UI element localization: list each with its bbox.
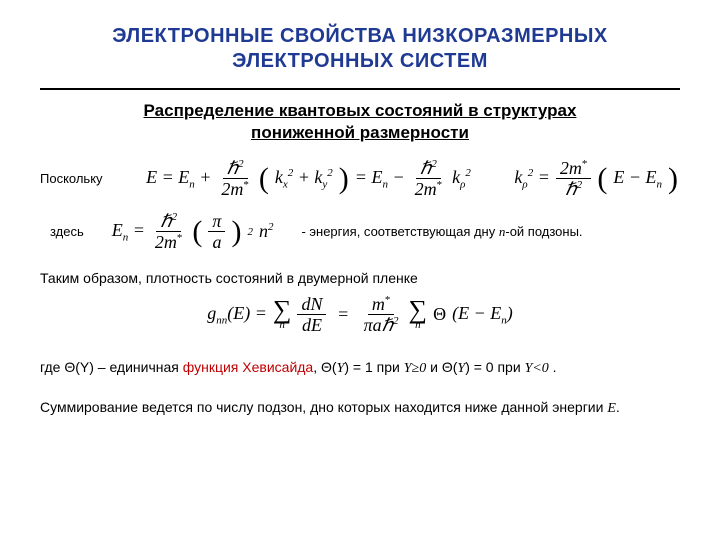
hv-cond1: Y≥0 — [404, 361, 426, 376]
equation-4-row: gnn(E) = ∑n dN dE = m* πaℏ2 ∑n Θ(E − En) — [40, 294, 680, 335]
title-line-2: ЭЛЕКТРОННЫХ СИСТЕМ — [232, 50, 488, 72]
equation-3: En = ℏ2 2m* ( π a )2 n2 — [112, 211, 274, 252]
equation-4: gnn(E) = ∑n dN dE = m* πaℏ2 ∑n Θ(E − En) — [207, 294, 512, 335]
page-title: ЭЛЕКТРОННЫЕ СВОЙСТВА НИЗКОРАЗМЕРНЫХ ЭЛЕК… — [40, 24, 680, 74]
hv-f: . — [549, 359, 557, 375]
label-since: Поскольку — [40, 171, 103, 186]
subtitle: Распределение квантовых состояний в стру… — [100, 100, 620, 144]
hv-b: , Θ( — [313, 359, 336, 375]
note-energy-suffix: -ой подзоны. — [505, 224, 582, 239]
equation-2: kρ2 = 2m* ℏ2 ( E − En ) — [514, 158, 678, 199]
note-energy: - энергия, соответствующая дну n-ой подз… — [301, 224, 582, 240]
note-energy-prefix: - энергия, соответствующая дну — [301, 224, 498, 239]
hv-c: ) = 1 при — [344, 359, 403, 375]
row-here: здесь En = ℏ2 2m* ( π a )2 n2 - энергия,… — [40, 211, 680, 252]
hv-red: функция Хевисайда — [183, 359, 313, 375]
title-line-1: ЭЛЕКТРОННЫЕ СВОЙСТВА НИЗКОРАЗМЕРНЫХ — [112, 25, 608, 47]
sum-b: . — [616, 399, 620, 415]
subtitle-line-2: пониженной размерности — [251, 123, 469, 142]
slide: ЭЛЕКТРОННЫЕ СВОЙСТВА НИЗКОРАЗМЕРНЫХ ЭЛЕК… — [0, 0, 720, 540]
hv-e: ) = 0 при — [465, 359, 524, 375]
line-summation: Суммирование ведется по числу подзон, дн… — [40, 399, 680, 417]
label-here: здесь — [50, 224, 84, 239]
hv-cond2: Y<0 — [525, 361, 549, 376]
sum-a: Суммирование ведется по числу подзон, дн… — [40, 399, 607, 415]
row-since: Поскольку E = En + ℏ2 2m* ( kx2 + ky2 ) … — [40, 158, 680, 199]
sum-E: E — [607, 401, 616, 416]
para-thus: Таким образом, плотность состояний в дву… — [40, 270, 680, 286]
equation-1: E = En + ℏ2 2m* ( kx2 + ky2 ) = En − ℏ2 … — [146, 158, 471, 199]
line-heaviside: где Θ(Y) – единичная функция Хевисайда, … — [40, 359, 680, 377]
hv-a: где Θ(Y) – единичная — [40, 359, 183, 375]
hv-d: и Θ( — [426, 359, 457, 375]
divider — [40, 88, 680, 90]
subtitle-line-1: Распределение квантовых состояний в стру… — [144, 101, 577, 120]
